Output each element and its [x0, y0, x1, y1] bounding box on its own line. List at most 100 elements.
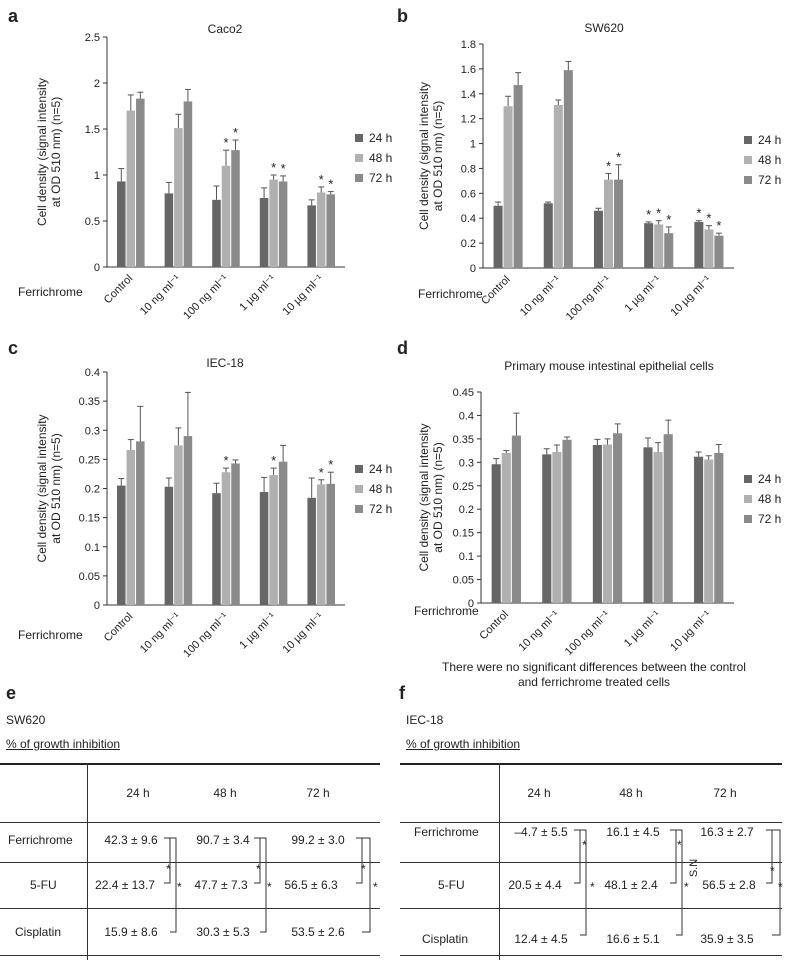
table-divider [499, 763, 500, 960]
bar-24h [117, 485, 126, 605]
bar-24h [212, 493, 221, 605]
significance-star: * [328, 457, 333, 472]
y-tick-label: 0.3 [459, 457, 474, 469]
table-cell-line: SW620 [6, 713, 46, 727]
table-row-label: Cisplatin [15, 925, 62, 939]
bar-48h [602, 444, 613, 603]
bar-72h [511, 435, 521, 603]
x-tick-label: 10 µg ml⁻¹ [281, 610, 326, 655]
bar-24h [543, 203, 553, 268]
y-axis-label-line2: at OD 510 nm) (n=5) [49, 433, 63, 543]
table-bottom-rule [0, 955, 380, 956]
table-cell: 30.3 ± 5.3 [196, 925, 250, 939]
x-tick-label: 10 ng ml⁻¹ [138, 272, 183, 317]
table-cell: 99.2 ± 3.0 [291, 833, 345, 847]
y-tick-label: 0.2 [461, 238, 476, 250]
x-tick-label: 1 µg ml⁻¹ [237, 610, 278, 651]
bar-72h [136, 441, 145, 605]
significance-star: * [319, 172, 324, 187]
significance-star: * [590, 880, 595, 894]
significance-star: * [606, 158, 611, 173]
legend-swatch [355, 174, 363, 182]
bar-72h [513, 85, 523, 268]
bar-48h [501, 452, 511, 603]
legend-label: 72 h [758, 512, 781, 526]
bar-72h [326, 483, 335, 605]
significance-star: * [328, 177, 333, 192]
bar-24h [117, 181, 126, 267]
bracket-outer-72h [772, 829, 781, 936]
bar-24h [694, 221, 704, 268]
panel-letter-b: b [397, 6, 408, 26]
legend-swatch [355, 505, 363, 513]
table-sw620: SW620 % of growth inhibition 24 h 48 h 7… [0, 700, 394, 960]
panel-letter-d: d [397, 338, 408, 358]
panel-letter-f: f [399, 683, 405, 703]
y-tick-label: 0.35 [453, 434, 474, 446]
bar-72h [563, 70, 573, 268]
legend-swatch [744, 176, 752, 184]
table-cell: 15.9 ± 8.6 [104, 925, 158, 939]
bar-24h [259, 491, 269, 605]
significance-star: * [656, 206, 661, 221]
bar-48h [221, 472, 231, 605]
x-tick-label: 10 µg ml⁻¹ [668, 273, 713, 318]
table-cell: 20.5 ± 4.4 [508, 878, 562, 892]
legend-label: 48 h [369, 482, 392, 496]
significance-star: * [677, 838, 682, 852]
bar-72h [136, 98, 145, 267]
table-cell: –4.7 ± 5.5 [514, 825, 568, 839]
bar-72h [183, 101, 193, 268]
legend-swatch [355, 465, 363, 473]
bracket-outer-24h [580, 829, 587, 936]
bar-72h [183, 436, 193, 605]
bar-24h [212, 199, 221, 267]
bar-24h [593, 210, 603, 268]
y-axis-label-line1: Cell density (signal intensity [35, 78, 49, 226]
legend-swatch [744, 136, 752, 144]
chart-primary-cells: Primary mouse intestinal epithelial cell… [414, 359, 781, 689]
bar-24h [164, 486, 174, 605]
table-row-label: Cisplatin [422, 932, 469, 946]
panel-letter-e: e [6, 683, 17, 703]
y-tick-label: 0.3 [85, 425, 100, 437]
x-tick-label: 10 ng ml⁻¹ [518, 273, 563, 318]
table-cell: 56.5 ± 6.3 [284, 878, 338, 892]
table-cell: 12.4 ± 4.5 [514, 932, 568, 946]
x-tick-label: Control [102, 273, 136, 307]
legend-swatch [744, 495, 752, 503]
legend-label: 72 h [758, 173, 781, 187]
chart-caco2: Caco2 0 0.5 1 1.5 2 2.5 Cell density (signal in… [18, 22, 392, 322]
panel-letter-c: c [8, 338, 19, 358]
table-cell: 22.4 ± 13.7 [95, 878, 155, 892]
y-tick-label: 1.2 [461, 114, 476, 126]
significance-star: * [271, 160, 276, 175]
table-cell: 35.9 ± 3.5 [700, 932, 754, 946]
y-axis-label-line2: at OD 510 nm) (n=5) [431, 442, 445, 552]
legend-swatch [744, 515, 752, 523]
y-tick-label: 0.8 [461, 163, 476, 175]
bracket-inner-48h [670, 829, 677, 884]
bar-24h [493, 205, 503, 268]
y-tick-label: 0.1 [85, 542, 100, 554]
table-cell: 16.3 ± 2.7 [700, 825, 754, 839]
chart-title: IEC-18 [206, 356, 244, 370]
bar-72h [663, 434, 673, 603]
legend-label: 24 h [758, 472, 781, 486]
legend-label: 48 h [758, 153, 781, 167]
x-axis-title: Ferrichrome [418, 287, 483, 301]
table-row-label: Ferrichrome [8, 833, 73, 847]
x-tick-label: 100 ng ml⁻¹ [563, 608, 613, 658]
significance-star: * [271, 453, 276, 468]
y-tick-label: 2 [94, 78, 100, 90]
bar-72h [231, 150, 240, 267]
y-tick-label: 0 [94, 600, 100, 612]
y-tick-label: 0.2 [459, 504, 474, 516]
bar-24h [307, 497, 316, 605]
bar-24h [592, 444, 602, 603]
legend-swatch [355, 134, 363, 142]
significance-star: * [166, 862, 171, 876]
y-tick-label: 2.5 [85, 32, 100, 44]
table-header: 48 h [213, 786, 237, 800]
bracket-inner-24h [164, 837, 171, 884]
